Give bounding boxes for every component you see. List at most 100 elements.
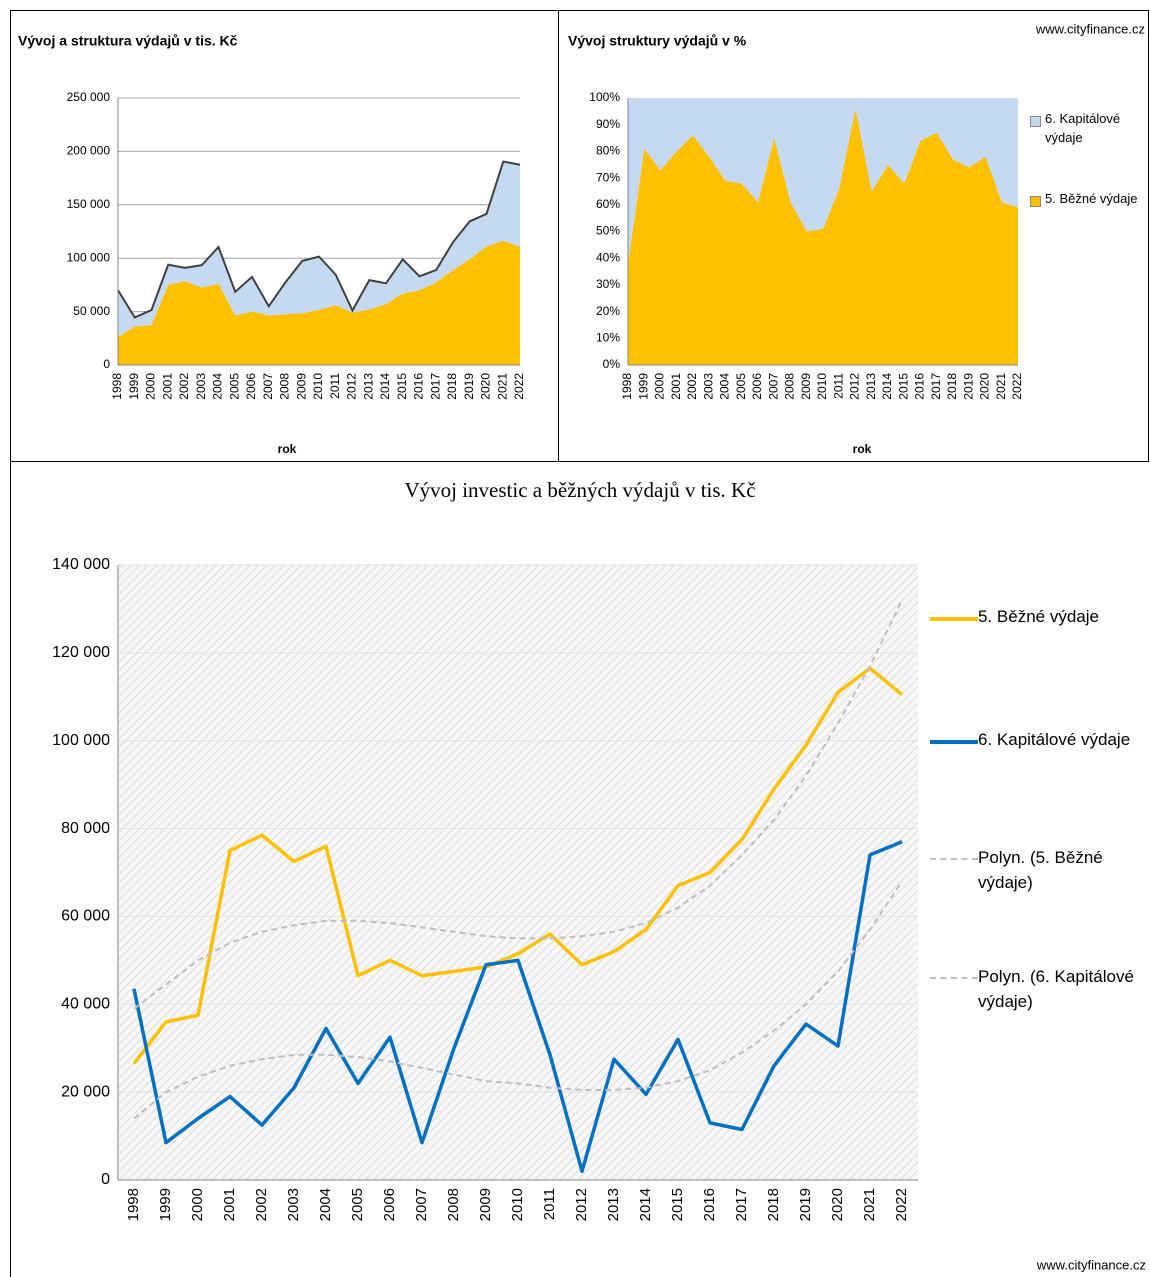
y-tick-label: 40 000 — [61, 996, 110, 1013]
x-tick-label: 1998 — [125, 1188, 142, 1221]
legend-marker — [930, 617, 978, 621]
x-tick-label: 2019 — [797, 1188, 814, 1221]
x-tick-label: 2017 — [733, 1188, 750, 1221]
x-tick-label: 2010 — [509, 1188, 526, 1221]
x-tick-label: 2022 — [512, 373, 526, 400]
x-tick-label: 2022 — [1010, 373, 1024, 400]
x-tick-label: 2004 — [718, 373, 732, 400]
legend-label: 5. Běžné výdaje — [1045, 191, 1138, 206]
x-tick-label: 2015 — [395, 373, 409, 400]
x-tick-label: 2008 — [445, 1188, 462, 1221]
source: www.cityfinance.cz — [1036, 1257, 1146, 1272]
plot-background — [118, 565, 918, 1180]
x-tick-label: 2006 — [750, 373, 764, 400]
legend-marker — [1030, 116, 1041, 127]
x-tick-label: 1999 — [127, 373, 141, 400]
x-tick-label: 2005 — [227, 373, 241, 400]
x-tick-label: 2009 — [799, 373, 813, 400]
y-tick-label: 200 000 — [67, 144, 111, 158]
y-tick-label: 40% — [596, 250, 620, 264]
x-tick-label: 2016 — [412, 373, 426, 400]
x-tick-label: 2007 — [261, 373, 275, 400]
x-tick-label: 2014 — [378, 373, 392, 400]
y-tick-label: 20 000 — [61, 1083, 110, 1100]
y-tick-label: 60% — [596, 197, 620, 211]
x-tick-label: 2000 — [144, 373, 158, 400]
y-tick-label: 30% — [596, 277, 620, 291]
legend-marker — [1030, 196, 1041, 207]
x-tick-label: 2011 — [328, 373, 342, 399]
legend-item: Polyn. (6. Kapitálové výdaje) — [930, 965, 1143, 1014]
x-axis-label: rok — [853, 442, 872, 456]
x-tick-label: 2016 — [913, 373, 927, 400]
x-tick-label: 2004 — [211, 373, 225, 400]
legend-item: 5. Běžné výdaje — [930, 605, 1143, 630]
y-tick-label: 20% — [596, 304, 620, 318]
y-tick-label: 70% — [596, 170, 620, 184]
x-tick-label: 2015 — [669, 1188, 686, 1221]
x-tick-label: 2009 — [294, 373, 308, 400]
x-tick-label: 2010 — [311, 373, 325, 400]
x-tick-label: 2006 — [244, 373, 258, 400]
x-axis-label: rok — [278, 442, 297, 456]
x-tick-label: 1998 — [110, 373, 124, 400]
x-tick-label: 2018 — [945, 373, 959, 400]
x-tick-label: 2013 — [361, 373, 375, 400]
x-tick-label: 2003 — [285, 1188, 302, 1221]
line — [132, 840, 903, 1173]
x-tick-label: 2003 — [194, 373, 208, 400]
x-tick-label: 2015 — [896, 373, 910, 400]
x-tick-label: 2007 — [413, 1188, 430, 1221]
legend-item: 5. Běžné výdaje — [1030, 190, 1150, 209]
x-tick-label: 2000 — [653, 373, 667, 400]
x-tick-label: 2007 — [766, 373, 780, 400]
y-tick-label: 80 000 — [61, 820, 110, 837]
y-tick-label: 100 000 — [67, 250, 111, 264]
area — [118, 240, 520, 365]
y-tick-label: 0 — [101, 1171, 110, 1188]
x-tick-label: 2018 — [445, 373, 459, 400]
y-tick-label: 150 000 — [67, 197, 111, 211]
chart-title: Vývoj investic a běžných výdajů v tis. K… — [404, 478, 755, 502]
legend-label: Polyn. (5. Běžné výdaje) — [978, 848, 1103, 892]
x-tick-label: 2002 — [177, 373, 191, 400]
x-tick-label: 2006 — [381, 1188, 398, 1221]
y-tick-label: 80% — [596, 144, 620, 158]
area — [118, 161, 520, 337]
x-tick-label: 2017 — [929, 373, 943, 400]
legend-label: 5. Běžné výdaje — [978, 607, 1099, 626]
legend-item: 6. Kapitálové výdaje — [1030, 110, 1150, 148]
y-tick-label: 0 — [103, 357, 110, 371]
line — [133, 599, 903, 1010]
x-tick-label: 2019 — [961, 373, 975, 400]
x-tick-label: 2008 — [783, 373, 797, 400]
x-tick-label: 2014 — [880, 373, 894, 400]
x-tick-label: 2009 — [477, 1188, 494, 1221]
chart-title: Vývoj struktury výdajů v % — [568, 33, 747, 49]
x-tick-label: 1999 — [636, 373, 650, 400]
legend-item: Polyn. (5. Běžné výdaje) — [930, 846, 1143, 895]
legend-marker — [930, 977, 978, 979]
x-tick-label: 2010 — [815, 373, 829, 400]
x-tick-label: 2008 — [278, 373, 292, 400]
x-tick-label: 2005 — [734, 373, 748, 400]
y-tick-label: 90% — [596, 117, 620, 131]
x-tick-label: 2018 — [765, 1188, 782, 1221]
panel-border — [558, 10, 1149, 462]
x-tick-label: 2003 — [701, 373, 715, 400]
chart-title: Vývoj a struktura výdajů v tis. Kč — [18, 33, 238, 49]
y-tick-label: 50 000 — [73, 304, 110, 318]
x-tick-label: 2002 — [253, 1188, 270, 1221]
x-tick-label: 2013 — [864, 373, 878, 400]
x-tick-label: 2019 — [462, 373, 476, 400]
x-tick-label: 2001 — [221, 1188, 238, 1221]
x-tick-label: 2011 — [541, 1188, 558, 1220]
line — [132, 666, 904, 1065]
y-tick-label: 250 000 — [67, 90, 111, 104]
x-tick-label: 2012 — [848, 373, 862, 400]
legend-marker — [930, 858, 978, 860]
legend-item: 6. Kapitálové výdaje — [930, 728, 1143, 753]
x-tick-label: 1999 — [157, 1188, 174, 1221]
area — [628, 98, 1018, 264]
